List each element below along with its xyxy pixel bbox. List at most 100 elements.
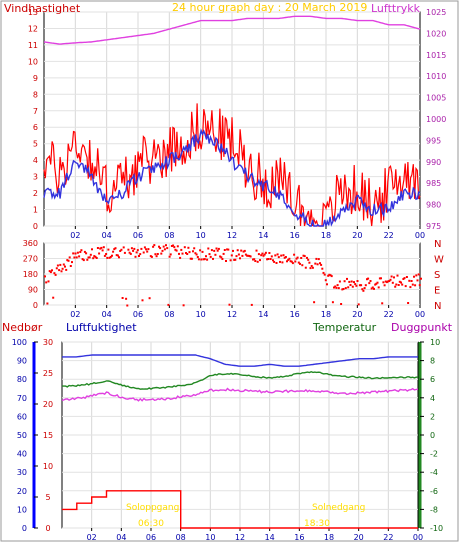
direction-point xyxy=(266,258,269,261)
direction-point xyxy=(229,259,232,262)
wind-tick-label: 6 xyxy=(33,123,38,132)
direction-point xyxy=(254,260,257,262)
direction-point xyxy=(161,249,164,252)
direction-point xyxy=(408,279,411,282)
direction-point xyxy=(395,283,398,286)
direction-point xyxy=(45,281,48,284)
humidity-tick-label: 20 xyxy=(17,487,27,496)
direction-point xyxy=(323,273,326,276)
direction-point xyxy=(60,270,63,273)
direction-point xyxy=(219,255,222,258)
direction-point xyxy=(284,256,287,258)
direction-point xyxy=(262,254,265,257)
direction-point xyxy=(337,287,340,290)
top-x-tick-label: 06 xyxy=(133,231,143,240)
humidity-tick-label: 10 xyxy=(17,505,27,514)
direction-point xyxy=(260,254,263,257)
direction-point xyxy=(233,258,236,261)
wind-tick-label: 10 xyxy=(28,57,38,66)
compass-label: W xyxy=(434,255,444,266)
direction-point xyxy=(100,246,103,249)
direction-point xyxy=(236,249,239,252)
direction-point xyxy=(268,252,271,254)
direction-point xyxy=(141,299,144,302)
direction-point xyxy=(354,283,357,286)
pressure-tick-label: 985 xyxy=(426,179,441,188)
top-x-tick-label: 12 xyxy=(227,231,237,240)
direction-point xyxy=(253,258,256,261)
direction-point xyxy=(44,275,46,278)
direction-point xyxy=(237,253,240,256)
dir-x-tick-label: 16 xyxy=(290,310,300,319)
direction-point xyxy=(225,260,227,262)
direction-point xyxy=(401,283,404,286)
direction-point xyxy=(92,257,95,260)
top-x-tick-label: 16 xyxy=(290,231,300,240)
direction-point xyxy=(179,256,182,259)
direction-point xyxy=(175,249,178,252)
direction-point xyxy=(148,297,151,300)
direction-point xyxy=(333,286,335,289)
direction-tick-label: 180 xyxy=(23,270,38,279)
compass-label: E xyxy=(434,286,440,297)
direction-point xyxy=(307,258,310,261)
direction-point xyxy=(321,267,324,270)
direction-point xyxy=(387,280,390,283)
direction-point xyxy=(215,247,218,250)
direction-point xyxy=(189,257,192,260)
top-x-tick-label: 14 xyxy=(258,231,268,240)
direction-point xyxy=(118,256,120,259)
direction-point xyxy=(221,258,224,260)
wind-tick-label: 8 xyxy=(33,90,38,99)
compass-label: N xyxy=(434,239,441,250)
direction-point xyxy=(226,248,229,251)
direction-point xyxy=(306,256,308,259)
top-x-tick-label: 04 xyxy=(102,231,112,240)
direction-point xyxy=(185,252,187,254)
direction-point xyxy=(416,279,419,282)
direction-point xyxy=(303,255,306,258)
direction-point xyxy=(382,281,385,284)
top-x-tick-label: 10 xyxy=(196,231,206,240)
direction-point xyxy=(281,261,284,264)
direction-point xyxy=(182,304,185,307)
direction-point xyxy=(414,284,417,287)
direction-point xyxy=(348,280,351,283)
bottom-x-tick-label: 00 xyxy=(413,533,423,542)
direction-point xyxy=(319,262,321,265)
wind-tick-label: 7 xyxy=(33,107,38,116)
direction-point xyxy=(61,267,64,270)
direction-point xyxy=(328,273,331,276)
pressure-tick-label: 1020 xyxy=(426,29,446,38)
direction-point xyxy=(109,255,112,258)
direction-point xyxy=(178,252,180,255)
direction-point xyxy=(377,286,380,289)
direction-point xyxy=(121,297,124,299)
direction-point xyxy=(129,252,132,255)
direction-point xyxy=(203,258,206,261)
temperature-tick-label: 8 xyxy=(430,357,435,366)
rain-tick-label: 0 xyxy=(45,524,50,533)
direction-point xyxy=(62,263,65,266)
direction-point xyxy=(67,259,70,262)
humidity-tick-label: 30 xyxy=(17,468,27,477)
direction-point xyxy=(199,249,202,252)
direction-point xyxy=(270,255,273,258)
direction-point xyxy=(207,247,210,250)
direction-point xyxy=(252,258,254,261)
bottom-x-tick-label: 06 xyxy=(146,533,156,542)
bottom-x-tick-label: 08 xyxy=(176,533,186,542)
direction-point xyxy=(146,250,149,253)
direction-point xyxy=(112,250,115,253)
direction-point xyxy=(167,303,170,306)
direction-point xyxy=(194,252,197,255)
direction-point xyxy=(119,250,122,252)
humidity-tick-label: 90 xyxy=(17,357,27,366)
direction-point xyxy=(55,267,58,270)
direction-point xyxy=(330,275,333,278)
direction-point xyxy=(315,257,318,260)
direction-point xyxy=(153,244,156,247)
direction-point xyxy=(403,277,406,280)
direction-point xyxy=(375,282,378,285)
